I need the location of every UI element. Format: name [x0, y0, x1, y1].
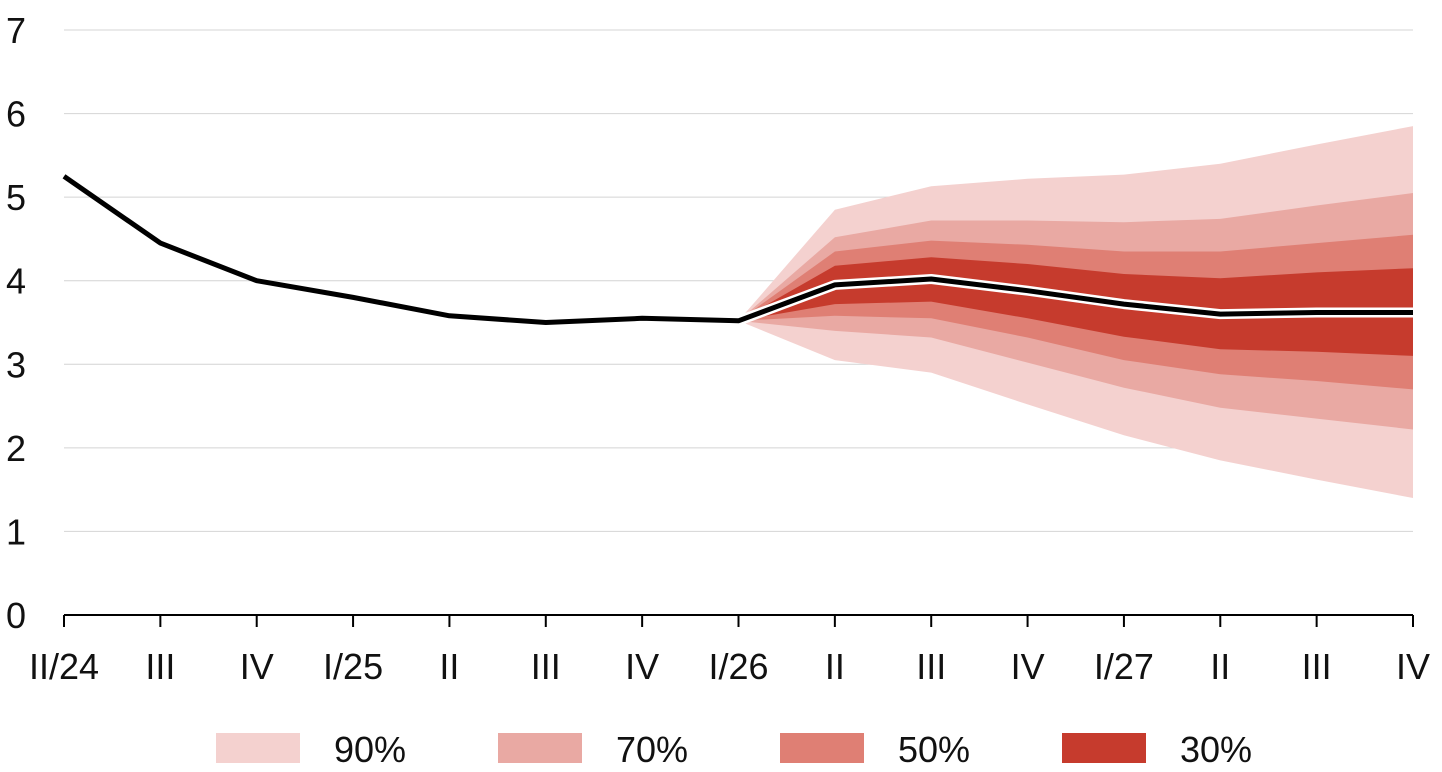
- legend-swatch: [498, 733, 582, 763]
- y-tick-label-2: 2: [6, 428, 26, 469]
- legend-item-50pct: 50%: [780, 729, 970, 770]
- x-tick-label-13: III: [1302, 646, 1332, 687]
- legend-item-30pct: 30%: [1062, 729, 1252, 770]
- y-tick-label-1: 1: [6, 511, 26, 552]
- x-tick-label-5: III: [531, 646, 561, 687]
- x-tick-label-14: IV: [1396, 646, 1430, 687]
- x-tick-label-3: I/25: [323, 646, 383, 687]
- x-tick-label-4: II: [439, 646, 459, 687]
- x-tick-label-2: IV: [240, 646, 274, 687]
- y-tick-label-6: 6: [6, 94, 26, 135]
- x-tick-label-10: IV: [1011, 646, 1045, 687]
- legend-swatch: [780, 733, 864, 763]
- band-layer: [738, 126, 1413, 498]
- legend-swatch: [216, 733, 300, 763]
- x-tick-label-6: IV: [625, 646, 659, 687]
- y-tick-label-7: 7: [6, 10, 26, 51]
- grid-layer: [64, 29, 1413, 532]
- legend-label: 30%: [1180, 729, 1252, 770]
- legend-item-70pct: 70%: [498, 729, 688, 770]
- x-tick-labels: II/24 III IV I/25 II III IV I/26 II III IV I/27 II II…: [29, 646, 1430, 687]
- legend-label: 70%: [616, 729, 688, 770]
- x-tick-label-8: II: [825, 646, 845, 687]
- legend: 90% 70% 50% 30%: [216, 729, 1252, 770]
- y-tick-label-4: 4: [6, 261, 26, 302]
- y-tick-labels: 0 1 2 3 4 5 6 7: [6, 10, 26, 636]
- x-tick-label-12: II: [1210, 646, 1230, 687]
- legend-label: 50%: [898, 729, 970, 770]
- x-tick-label-1: III: [145, 646, 175, 687]
- y-tick-label-3: 3: [6, 344, 26, 385]
- legend-item-90pct: 90%: [216, 729, 406, 770]
- legend-swatch: [1062, 733, 1146, 763]
- x-tick-label-11: I/27: [1094, 646, 1154, 687]
- axis-layer: [63, 614, 1414, 627]
- y-tick-label-0: 0: [6, 595, 26, 636]
- line-layer: [62, 174, 1414, 326]
- y-tick-label-5: 5: [6, 177, 26, 218]
- x-tick-label-9: III: [916, 646, 946, 687]
- x-tick-label-0: II/24: [29, 646, 99, 687]
- legend-label: 90%: [334, 729, 406, 770]
- x-tick-label-7: I/26: [708, 646, 768, 687]
